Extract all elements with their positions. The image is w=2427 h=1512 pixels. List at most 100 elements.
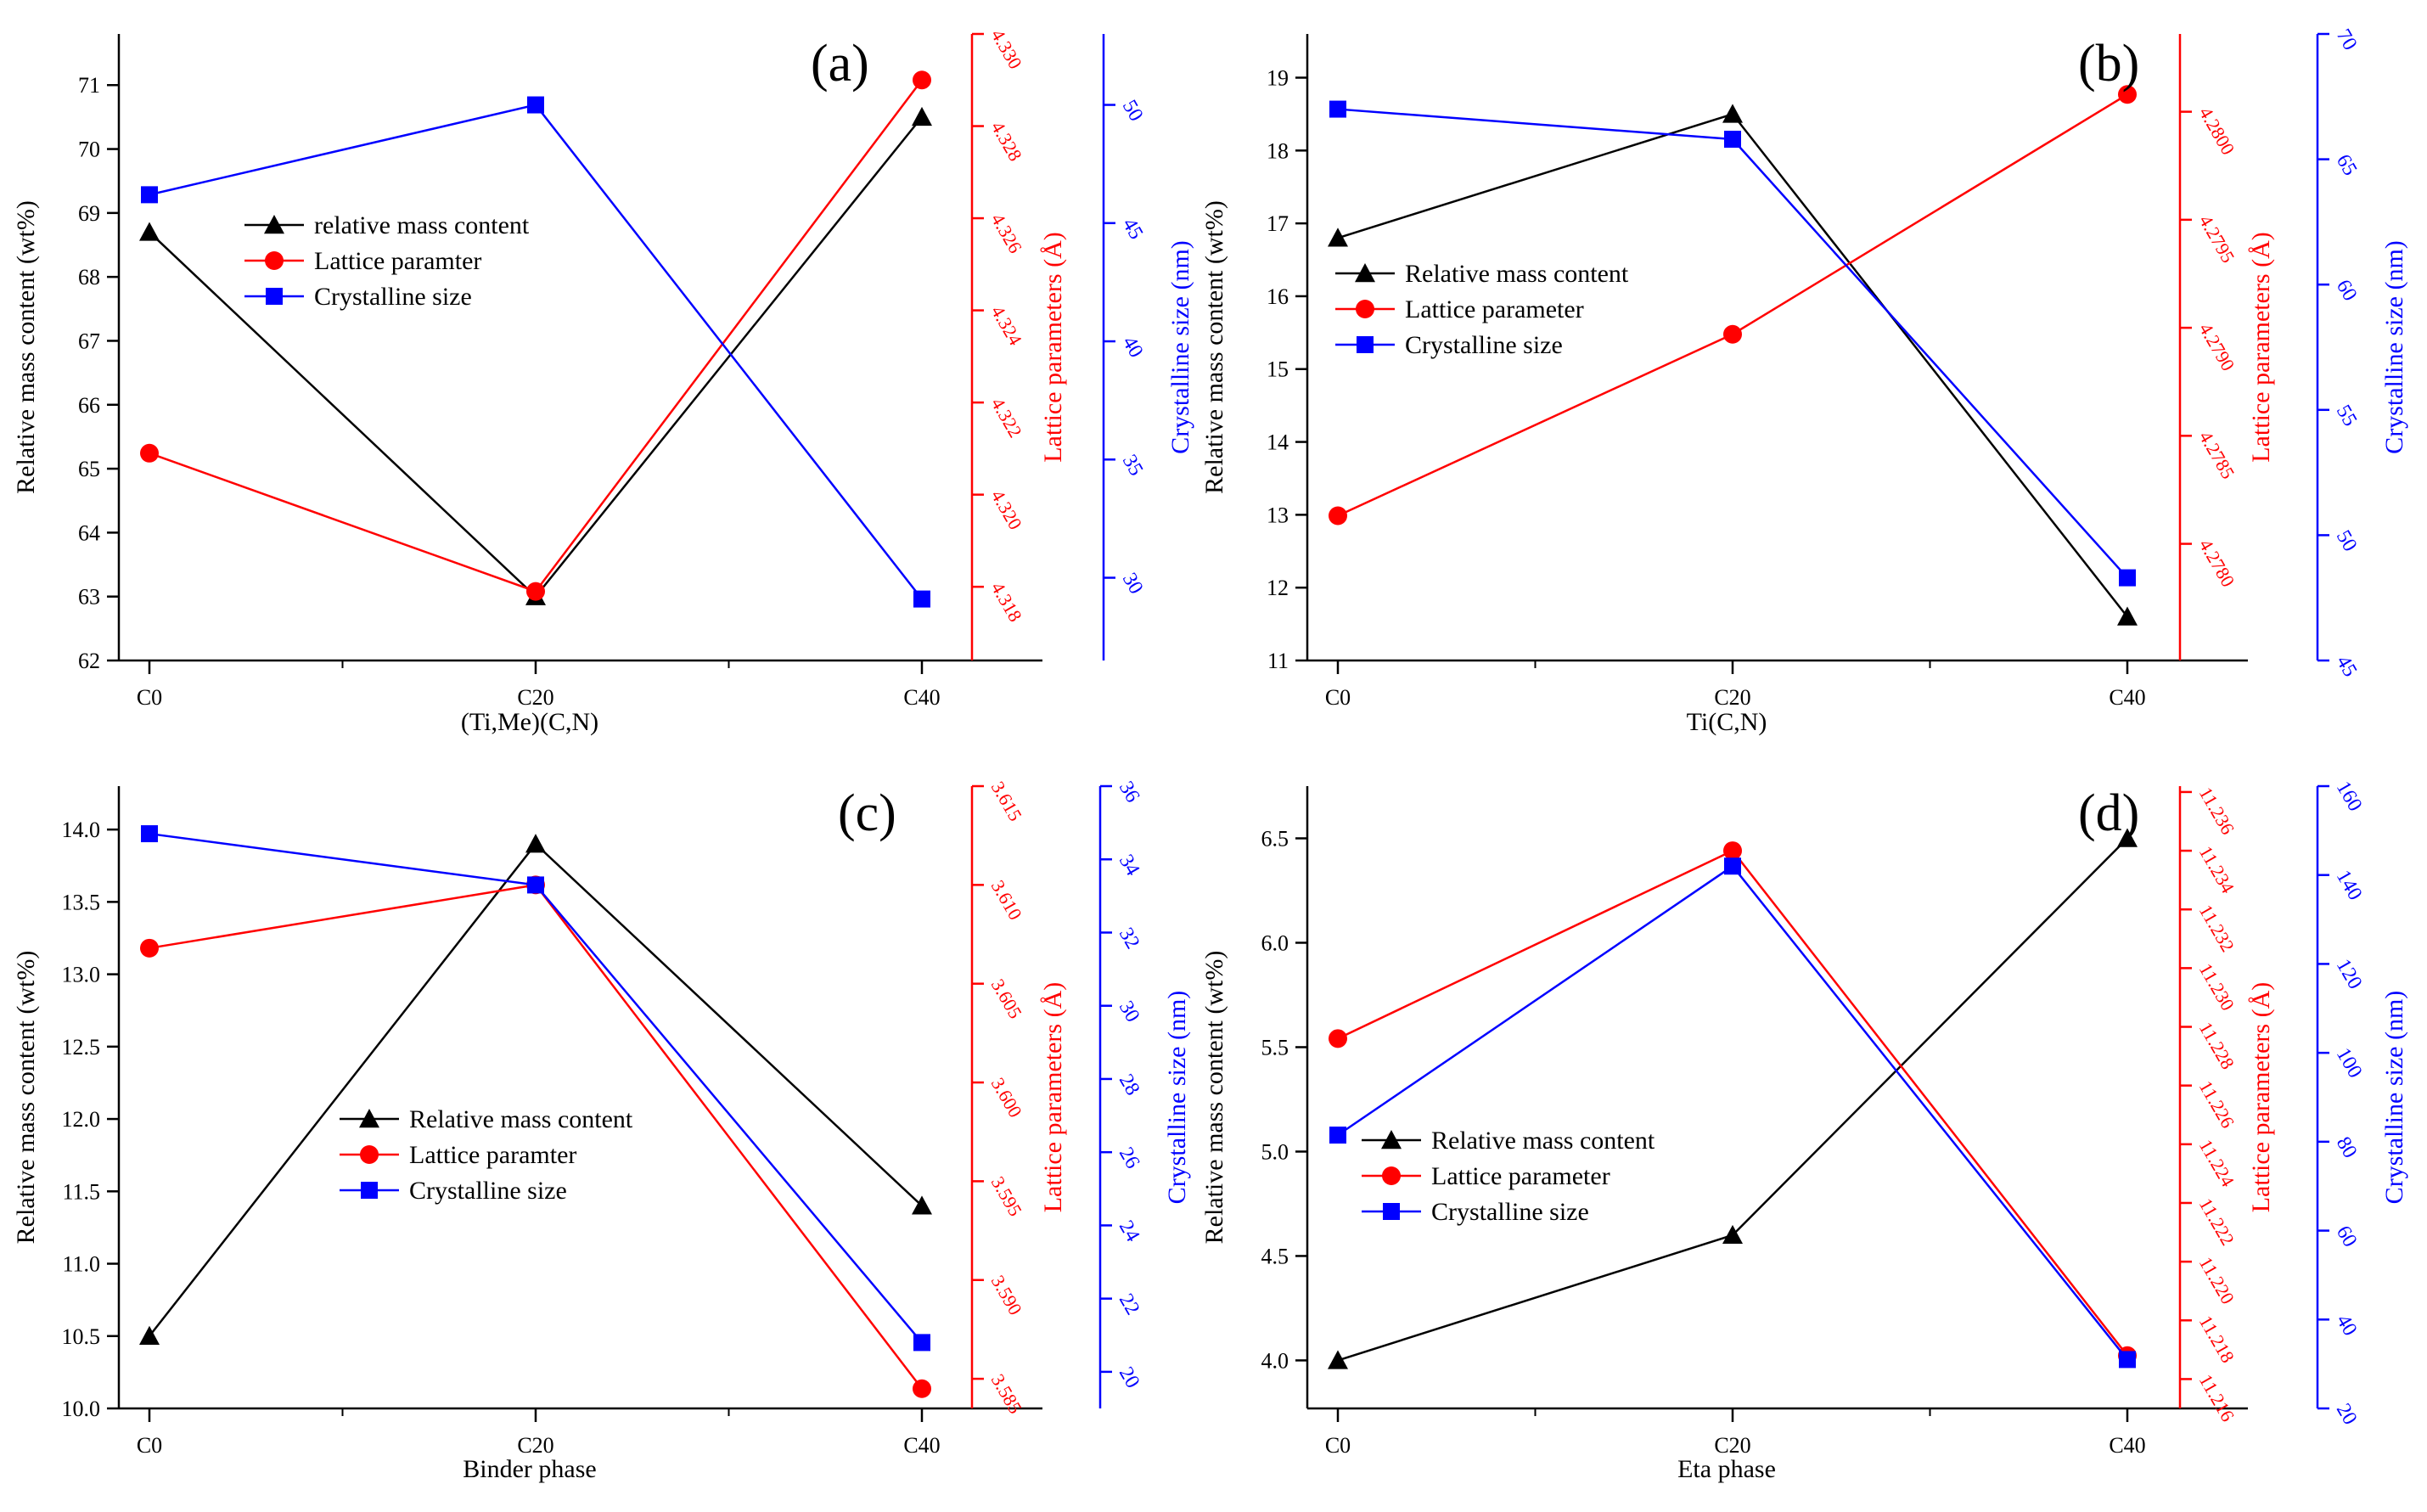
lattice-axis-tick-label: 11.232 [2195,901,2239,955]
series-line [149,104,923,600]
lattice-axis-tick-label: 3.590 [987,1272,1026,1318]
data-point [2119,1351,2136,1369]
data-point [140,938,159,958]
data-point [1329,1127,1346,1144]
data-point [913,590,930,608]
data-point [1328,228,1348,247]
x-tick-label: C0 [137,1433,162,1458]
legend-marker [265,251,284,270]
legend-marker [1382,1166,1401,1185]
legend-marker [359,1109,379,1128]
size-axis-tick-label: 40 [2332,1311,2362,1340]
lattice-axis-tick-label: 3.615 [987,778,1026,824]
lattice-axis-tick-label: 3.600 [987,1074,1026,1121]
data-point [525,834,546,853]
size-axis-tick-label: 60 [2332,276,2362,305]
lattice-axis-tick-label: 4.2780 [2195,536,2239,591]
legend-label: Lattice paramter [314,247,481,275]
y-left-tick-label: 19 [1267,65,1289,90]
y-left-tick-label: 69 [78,201,100,226]
size-axis-tick-label: 45 [1118,215,1148,244]
y-left-tick-label: 63 [78,585,100,610]
chart-panel-b: C0 C20 C40 Ti(C,N) 11 12 13 14 15 16 17 18 19 Relativ… [1200,25,2408,736]
size-axis-tick-label: 100 [2332,1044,2367,1082]
lattice-axis-label: Lattice parameters (Å) [1039,982,1067,1213]
x-tick-label: C40 [903,685,940,710]
data-point [1722,104,1743,123]
x-axis-label: (Ti,Me)(C,N) [461,708,598,736]
data-point [913,70,931,90]
data-point [1724,857,1741,875]
data-point [1328,1350,1348,1369]
lattice-axis-tick-label: 4.330 [987,25,1026,72]
lattice-axis-tick-label: 4.326 [987,210,1026,256]
size-axis-label: Crystalline size (nm) [1163,991,1191,1205]
chart-panel-c: C0 C20 C40 Binder phase 10.0 10.5 11.0 11.5 12.0… [12,778,1191,1483]
y-left-tick-label: 6.0 [1261,930,1289,955]
lattice-axis-tick-label: 4.2800 [2195,104,2239,159]
y-left-tick-label: 12.5 [62,1035,101,1060]
size-axis-tick-label: 55 [2332,402,2362,430]
y-left-tick-label: 65 [78,457,100,481]
y-left-tick-label: 10.0 [62,1397,101,1421]
legend-marker [1381,1130,1402,1149]
y-left-tick-label: 64 [78,520,100,545]
lattice-axis-tick-label: 11.218 [2195,1312,2239,1366]
size-axis-tick-label: 32 [1115,924,1144,953]
lattice-axis-tick-label: 4.318 [987,578,1026,625]
data-point [1329,506,1347,526]
size-axis-tick-label: 34 [1115,851,1144,880]
y-left-tick-label: 12 [1267,576,1289,600]
series-line [1337,837,2128,1362]
y-left-tick-label: 6.5 [1261,826,1289,851]
size-axis-tick-label: 24 [1115,1217,1144,1245]
y-left-tick-label: 66 [78,393,100,418]
y-left-axis-label: Relative mass content (wt%) [1200,200,1228,494]
data-point [2117,606,2138,626]
series-line [149,116,923,599]
size-axis-label: Crystalline size (nm) [1166,240,1194,454]
legend-label: Relative mass content [409,1105,633,1133]
x-tick-label: C40 [2109,1433,2145,1458]
lattice-axis-tick-label: 11.230 [2195,959,2239,1014]
y-left-tick-label: 5.0 [1261,1139,1289,1164]
lattice-axis-tick-label: 4.328 [987,118,1026,165]
size-axis-label: Crystalline size (nm) [2380,240,2408,454]
y-left-tick-label: 5.5 [1261,1035,1289,1060]
y-left-tick-label: 18 [1267,138,1289,163]
y-left-tick-label: 67 [78,329,100,353]
size-axis-tick-label: 35 [1118,451,1148,480]
chart-panel-a: C0 C20 C40 (Ti,Me)(C,N) 62 63 64 65 66 67 68 69 70 71… [12,25,1194,736]
legend-marker [264,215,284,234]
x-tick-label: C40 [903,1433,940,1458]
data-point [527,96,544,114]
size-axis-tick-label: 22 [1115,1290,1144,1319]
size-axis-tick-label: 30 [1115,998,1144,1026]
y-left-tick-label: 14 [1267,430,1289,455]
data-point [526,582,545,601]
x-axis-label: Binder phase [463,1455,596,1483]
legend-marker [360,1145,379,1164]
size-axis-tick-label: 20 [2332,1400,2362,1429]
lattice-axis-tick-label: 4.2790 [2195,319,2239,374]
lattice-axis-tick-label: 11.216 [2195,1370,2239,1425]
lattice-axis-tick-label: 11.236 [2195,784,2239,838]
x-tick-label: C0 [1325,1433,1351,1458]
x-tick-label: C0 [137,685,162,710]
y-left-axis-label: Relative mass content (wt%) [12,200,40,494]
lattice-axis-label: Lattice parameters (Å) [2247,982,2275,1213]
size-axis-label: Crystalline size (nm) [2380,991,2408,1205]
data-point [912,1195,932,1215]
x-tick-label: C20 [1714,685,1750,710]
y-left-axis-label: Relative mass content (wt%) [12,951,40,1245]
data-point [140,443,159,463]
legend-label: relative mass content [314,211,530,239]
lattice-axis-tick-label: 11.222 [2195,1194,2239,1249]
x-tick-label: C40 [2109,685,2145,710]
legend-label: Crystalline size [409,1177,567,1205]
size-axis-tick-label: 45 [2332,652,2362,681]
y-left-tick-label: 10.5 [62,1324,101,1349]
series-line [149,79,923,593]
y-left-tick-label: 4.5 [1261,1244,1289,1268]
data-point [527,876,544,894]
